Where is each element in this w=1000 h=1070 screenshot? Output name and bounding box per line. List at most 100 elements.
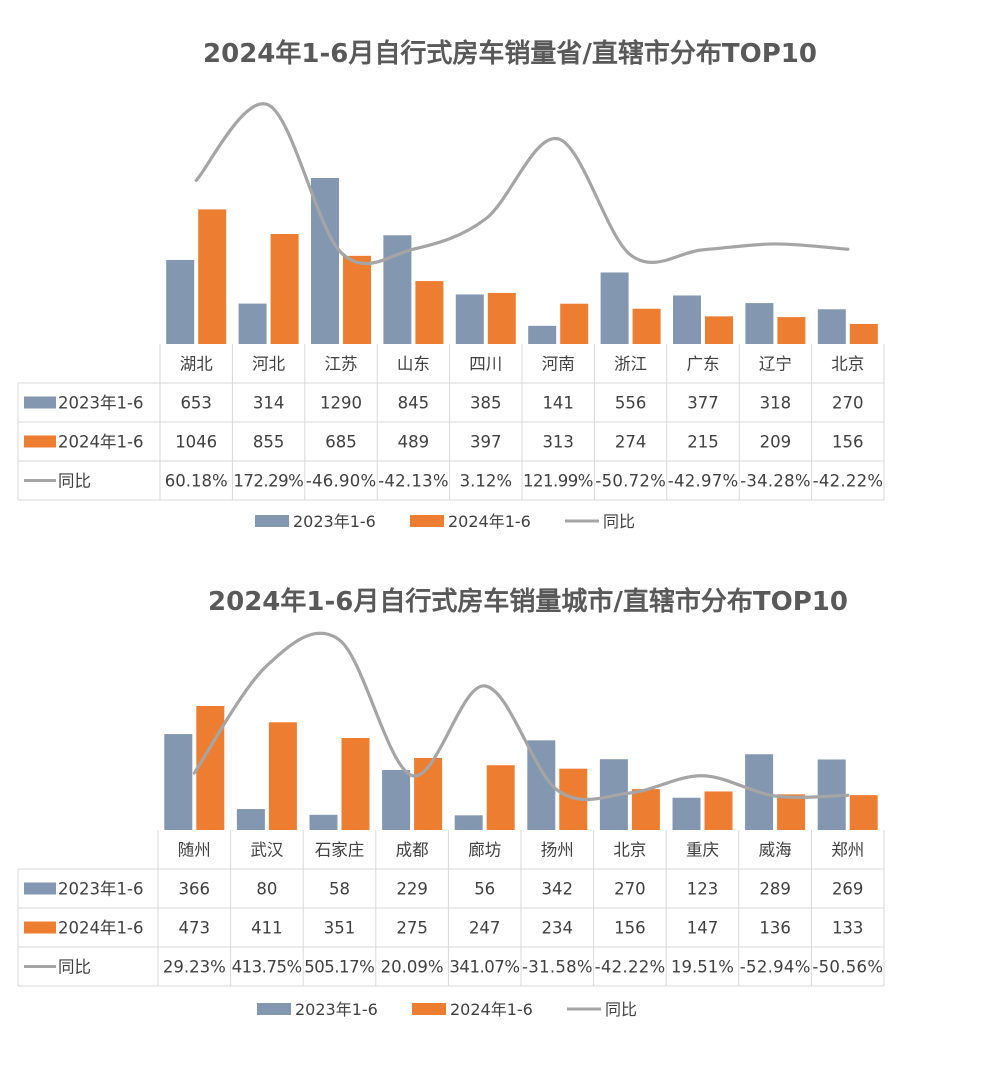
data-label: 855 (253, 433, 285, 452)
data-label: -46.90% (306, 472, 376, 491)
legend-label: 2023年1-6 (295, 1000, 378, 1019)
data-table: 随州 武汉 石家庄 成都 廊坊 扬州 北京 重庆 威海 郑州 2023年1-6 366 80 58 229 5… (17, 830, 885, 987)
row-header: 2024年1-6 (58, 919, 143, 938)
data-label: 141 (542, 394, 574, 413)
data-label: 351 (324, 919, 356, 938)
legend-key-2024 (412, 1003, 446, 1015)
data-label: 136 (759, 919, 791, 938)
legend-label: 2024年1-6 (448, 512, 531, 531)
category-label: 四川 (469, 355, 502, 374)
data-label: -50.72% (595, 472, 665, 491)
city-chart: 2024年1-6月自行式房车销量城市/直辖市分布TOP10 随州 武汉 石家庄 成都 廊坊… (17, 586, 885, 1019)
category-label: 廊坊 (468, 841, 501, 860)
legend: 2023年1-6 2024年1-6 同比 (257, 1000, 637, 1019)
data-label: 20.09% (381, 958, 444, 977)
data-label: 80 (256, 880, 277, 899)
data-label: 29.23% (163, 958, 226, 977)
province-chart: 2024年1-6月自行式房车销量省/直辖市分布TOP10 湖北 河北 江苏 山东 四川 河南… (17, 38, 885, 531)
bar-2024-3 (415, 281, 444, 344)
bar-2023-2 (309, 814, 338, 830)
bar-2024-0 (198, 209, 227, 344)
data-label: 289 (759, 880, 791, 899)
table-legend-key-2024 (24, 921, 56, 934)
bar-2023-0 (164, 734, 193, 830)
category-label: 武汉 (250, 841, 284, 860)
data-label: 314 (253, 394, 285, 413)
data-label: 3.12% (460, 472, 512, 491)
category-label: 浙江 (614, 355, 647, 374)
category-label: 山东 (397, 355, 430, 374)
data-label: 270 (832, 394, 864, 413)
bar-2023-4 (455, 294, 484, 344)
data-label: 653 (180, 394, 212, 413)
data-label: 147 (687, 919, 719, 938)
bar-2023-7 (673, 295, 701, 344)
data-label: 385 (470, 394, 502, 413)
data-label: 133 (832, 919, 864, 938)
data-label: 377 (687, 394, 719, 413)
bar-2024-2 (341, 737, 370, 830)
bar-2023-4 (454, 815, 483, 830)
category-label: 河北 (252, 355, 286, 374)
chart-title: 2024年1-6月自行式房车销量省/直辖市分布TOP10 (203, 38, 817, 69)
data-label: 56 (474, 880, 495, 899)
bar-2024-6 (631, 789, 660, 830)
data-label: 209 (760, 433, 792, 452)
category-label: 扬州 (541, 841, 574, 860)
bar-2024-6 (632, 308, 661, 344)
data-label: 247 (469, 919, 501, 938)
data-label: 845 (398, 394, 430, 413)
bar-2023-3 (382, 769, 411, 830)
table-legend-key-2023 (24, 396, 56, 409)
category-label: 郑州 (831, 841, 864, 860)
data-label: 269 (832, 880, 864, 899)
row-header: 2023年1-6 (58, 394, 143, 413)
bar-2024-7 (704, 791, 733, 830)
data-label: -42.13% (378, 472, 448, 491)
bar-2024-1 (270, 233, 299, 344)
row-header: 同比 (58, 958, 91, 977)
legend-label: 2024年1-6 (450, 1000, 533, 1019)
data-table: 湖北 河北 江苏 山东 四川 河南 浙江 广东 辽宁 北京 2023年1-6 653 314 1290 84… (17, 344, 885, 501)
bar-2024-5 (560, 303, 589, 344)
chart-title: 2024年1-6月自行式房车销量城市/直辖市分布TOP10 (208, 586, 848, 617)
category-label: 辽宁 (759, 355, 792, 374)
bar-2024-8 (777, 317, 806, 344)
legend-key-2023 (257, 1003, 291, 1015)
legend-label: 2023年1-6 (293, 512, 376, 531)
data-label: 342 (542, 880, 574, 899)
data-label: 556 (615, 394, 647, 413)
category-label: 石家庄 (315, 841, 365, 860)
category-label: 广东 (687, 355, 720, 374)
bar-2024-2 (343, 255, 371, 344)
category-label: 威海 (759, 841, 792, 860)
bar-2024-8 (777, 794, 806, 830)
data-label: 274 (615, 433, 647, 452)
data-label: 685 (325, 433, 357, 452)
bar-2024-9 (849, 795, 878, 830)
data-label: 1046 (175, 433, 217, 452)
table-legend-key-2023 (24, 882, 56, 895)
watermark-slogan: 选房车 玩房车 房车族 (30, 1043, 117, 1055)
category-label: 湖北 (180, 355, 214, 374)
data-label: 156 (832, 433, 864, 452)
bar-2023-1 (236, 809, 265, 830)
data-label: 473 (179, 919, 211, 938)
watermark-logo: 21世纪房车 选房车 玩房车 房车族 (14, 1012, 169, 1055)
yoy-line (192, 631, 850, 802)
data-label: -42.22% (595, 958, 666, 977)
data-label: 19.51% (671, 958, 734, 977)
legend-label: 同比 (605, 1000, 637, 1019)
yoy-line (194, 102, 850, 265)
bar-2023-0 (166, 259, 195, 344)
category-label: 北京 (831, 355, 864, 374)
data-label: 275 (396, 919, 428, 938)
data-label: 229 (396, 880, 428, 899)
data-label: 397 (470, 433, 502, 452)
row-header: 2024年1-6 (58, 433, 143, 452)
bar-2024-7 (705, 316, 733, 344)
data-label: 234 (542, 919, 574, 938)
data-label: 60.18% (165, 472, 228, 491)
data-label: 1290 (320, 394, 362, 413)
bar-2023-5 (528, 325, 557, 344)
